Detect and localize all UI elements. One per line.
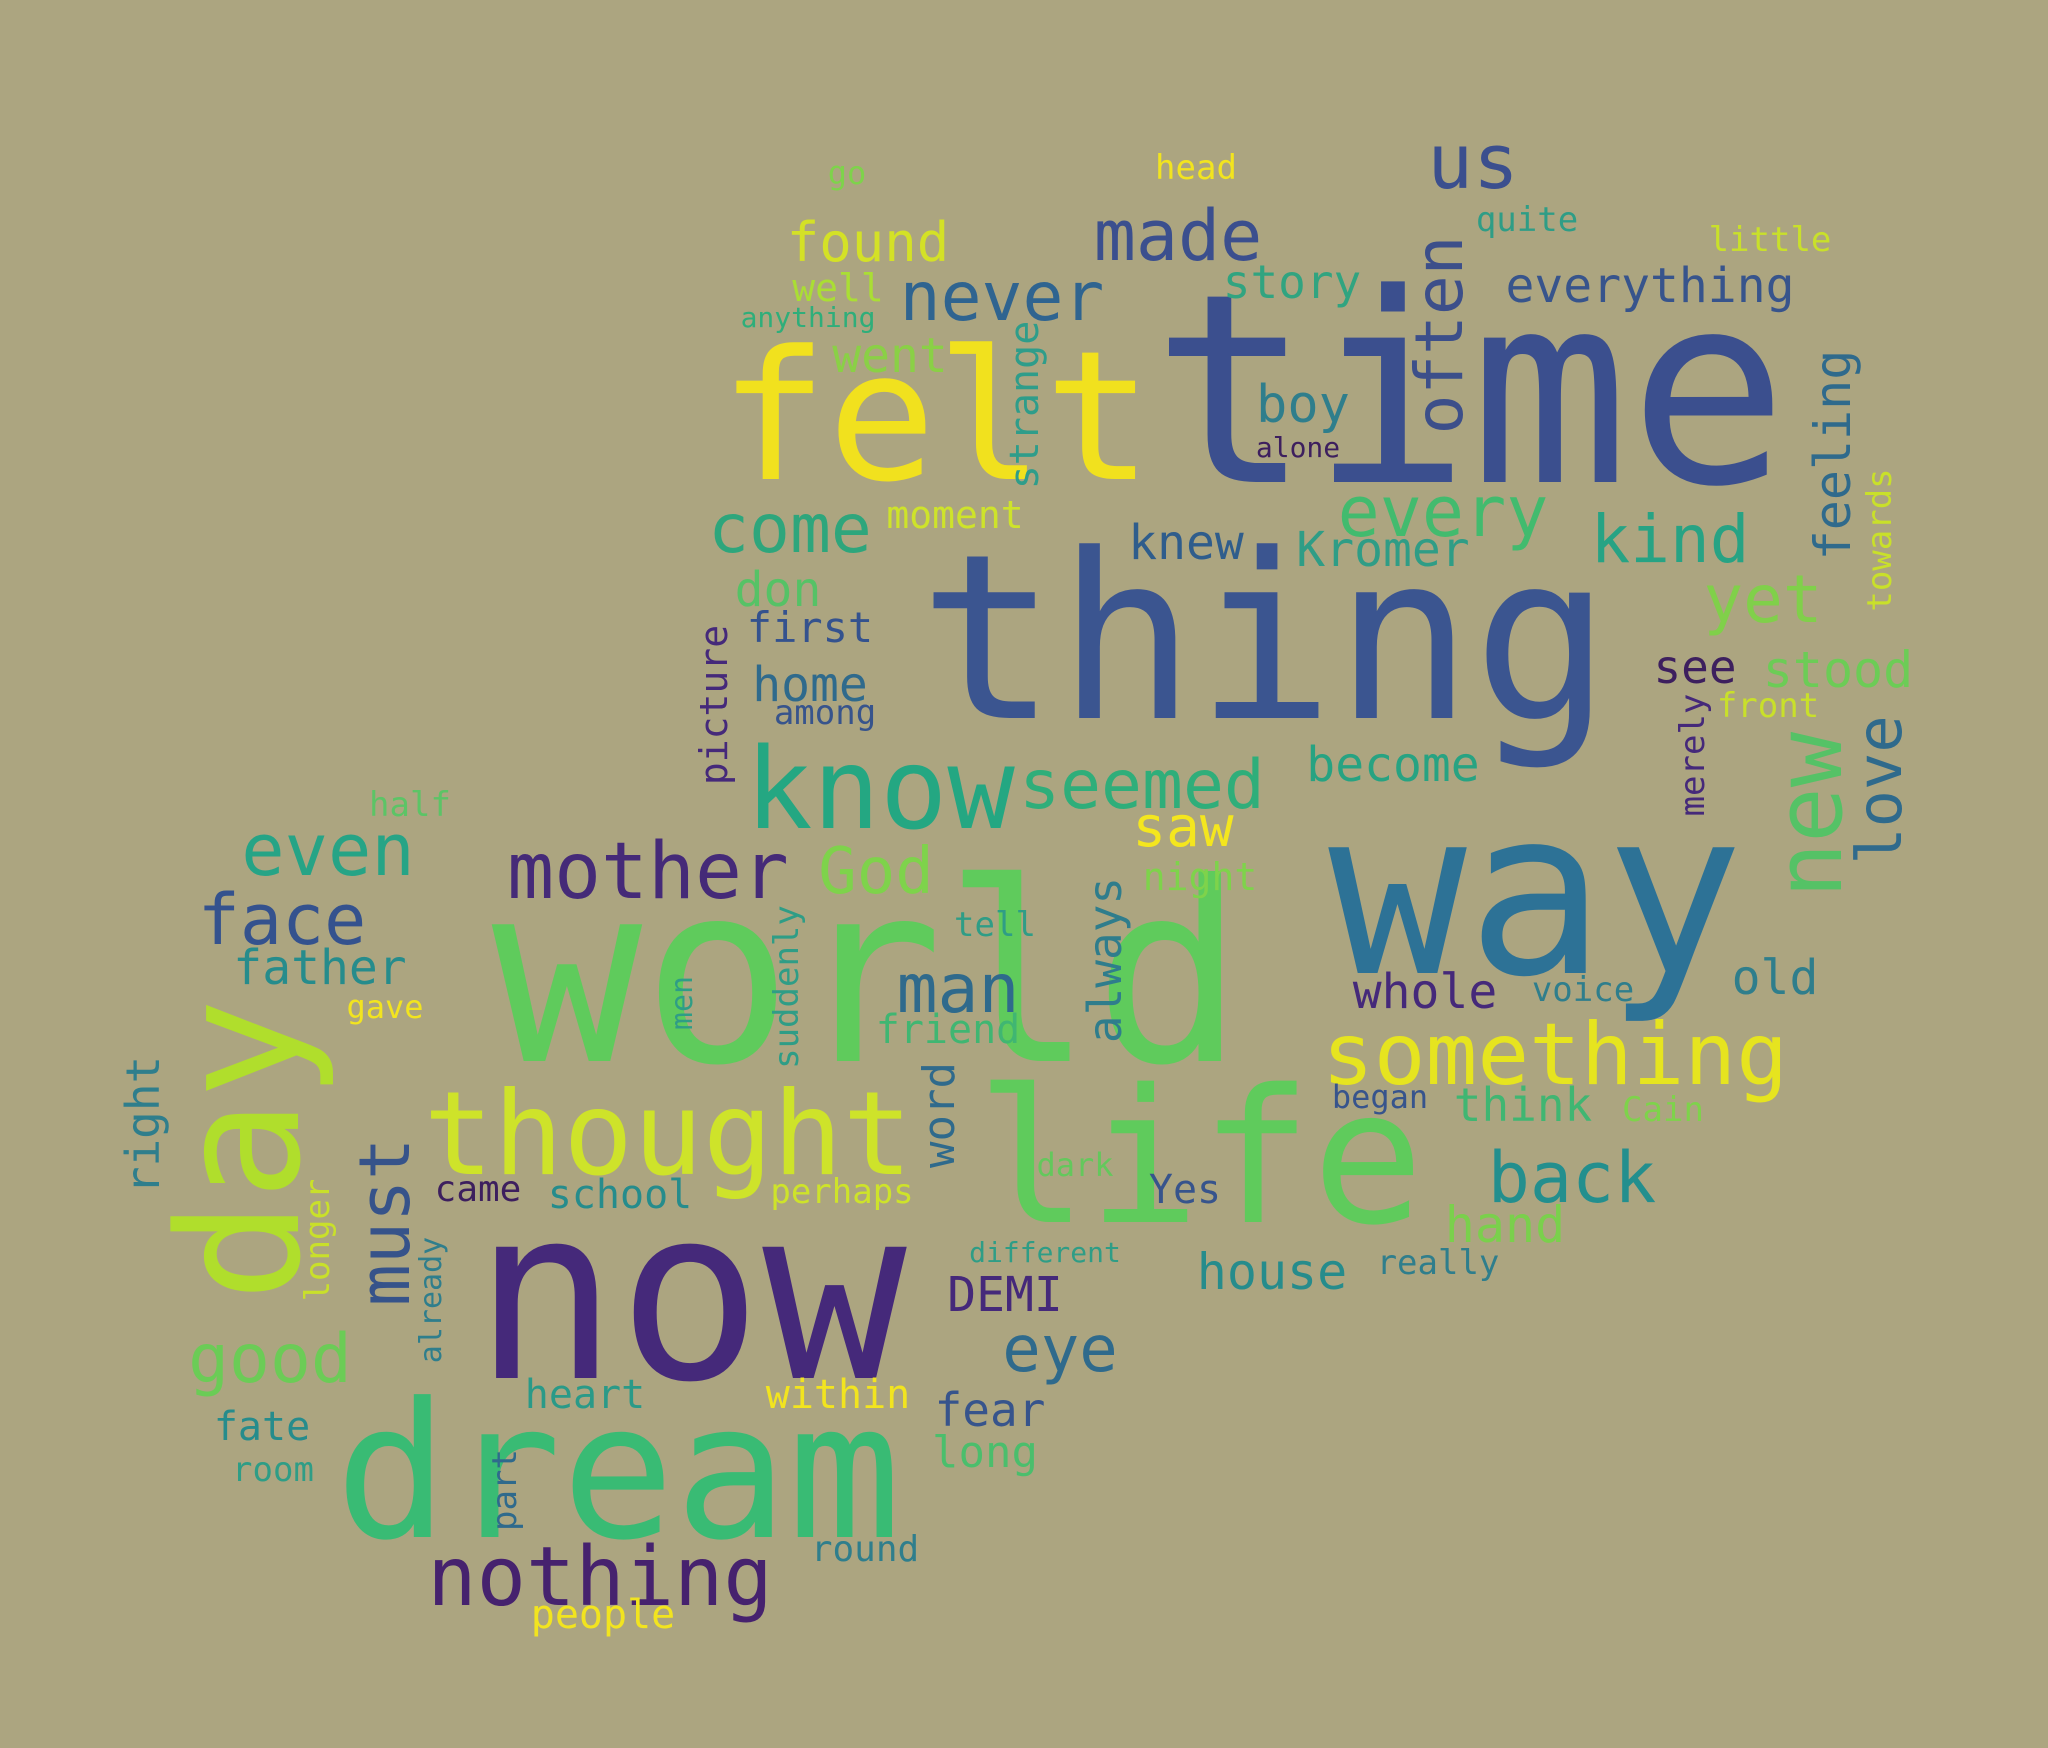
word: see <box>1653 640 1737 694</box>
word: hand <box>1444 1196 1566 1254</box>
word: become <box>1306 737 1480 793</box>
word: Yes <box>1148 1167 1222 1213</box>
word: night <box>1142 855 1258 899</box>
word: round <box>810 1529 920 1570</box>
word: alone <box>1255 431 1341 464</box>
word: already <box>414 1236 449 1364</box>
word: go <box>827 154 867 192</box>
word: old <box>1731 950 1819 1006</box>
word: went <box>832 328 948 384</box>
word: back <box>1487 1137 1657 1219</box>
word: dark <box>1036 1146 1114 1184</box>
word: anything <box>740 301 876 334</box>
word: Cain <box>1622 1090 1704 1130</box>
word: house <box>1196 1243 1348 1301</box>
word: always <box>1078 876 1132 1044</box>
word: whole <box>1352 964 1498 1020</box>
word: within <box>765 1372 911 1418</box>
word: come <box>708 490 872 569</box>
word: God <box>818 835 934 909</box>
word: world <box>491 829 1245 1120</box>
word: feeling <box>1804 349 1862 561</box>
word: man <box>896 950 1020 1029</box>
word: think <box>1453 1078 1593 1132</box>
word: mother <box>507 827 789 917</box>
word: made <box>1093 195 1263 277</box>
word: even <box>241 808 415 892</box>
word: really <box>1376 1243 1500 1283</box>
word: head <box>1155 148 1237 188</box>
word: time <box>1152 238 1788 545</box>
word: towards <box>1860 468 1900 612</box>
word: front <box>1716 686 1820 726</box>
word: boy <box>1256 375 1350 435</box>
word: men <box>665 975 700 1031</box>
word: right <box>116 1055 170 1195</box>
word: merely <box>1673 693 1713 817</box>
word: Kromer <box>1296 522 1470 578</box>
word: kind <box>1590 501 1750 578</box>
word: word <box>914 1062 965 1168</box>
word: well <box>792 266 884 310</box>
word: love <box>1843 715 1916 865</box>
word: father <box>233 940 407 996</box>
word: knew <box>1128 515 1244 571</box>
word: don <box>734 562 822 618</box>
word: way <box>1328 761 1744 1028</box>
word: now <box>473 1155 907 1435</box>
word: suddenly <box>767 905 807 1069</box>
word: felt <box>719 313 1153 522</box>
word: DEMI <box>947 1267 1063 1323</box>
word: came <box>434 1169 522 1210</box>
word: among <box>773 693 877 733</box>
word: school <box>547 1172 693 1218</box>
word: yet <box>1703 561 1823 638</box>
word: face <box>197 879 367 961</box>
word: fate <box>213 1404 311 1450</box>
word: seemed <box>1019 746 1265 825</box>
word: tell <box>954 905 1036 945</box>
word: picture <box>692 624 736 786</box>
word: part <box>485 1449 525 1531</box>
word: story <box>1222 255 1362 309</box>
word: thought <box>423 1067 913 1202</box>
word: must <box>344 1137 426 1307</box>
word: heart <box>524 1372 646 1418</box>
word: know <box>745 725 1015 855</box>
word: people <box>530 1592 676 1638</box>
word: us <box>1427 117 1519 206</box>
word: half <box>369 785 451 825</box>
word: everything <box>1505 258 1795 314</box>
word: good <box>188 1320 352 1399</box>
word: eye <box>1002 1313 1118 1387</box>
word: never <box>899 258 1105 337</box>
word: gave <box>346 988 424 1026</box>
word: longer <box>298 1178 338 1302</box>
word: quite <box>1475 200 1579 240</box>
word: first <box>746 603 874 652</box>
word: life <box>976 1049 1424 1266</box>
word: stood <box>1762 641 1914 699</box>
word: often <box>1401 235 1478 435</box>
word: nothing <box>427 1530 773 1625</box>
word: dream <box>335 1363 901 1582</box>
word: began <box>1331 1078 1429 1116</box>
word: home <box>752 657 868 713</box>
word: strange <box>1002 320 1048 490</box>
word: moment <box>886 493 1024 537</box>
word: voice <box>1531 970 1635 1010</box>
word: different <box>969 1236 1121 1269</box>
word: fear <box>934 1383 1046 1437</box>
word: perhaps <box>770 1172 914 1212</box>
word: long <box>932 1427 1038 1478</box>
word: saw <box>1132 795 1234 860</box>
word: found <box>786 211 950 274</box>
word: every <box>1337 471 1549 553</box>
word: thing <box>918 506 1612 773</box>
word: friend <box>875 1007 1021 1053</box>
word: room <box>232 1450 314 1490</box>
word: something <box>1322 1005 1788 1105</box>
word: little <box>1708 220 1832 260</box>
